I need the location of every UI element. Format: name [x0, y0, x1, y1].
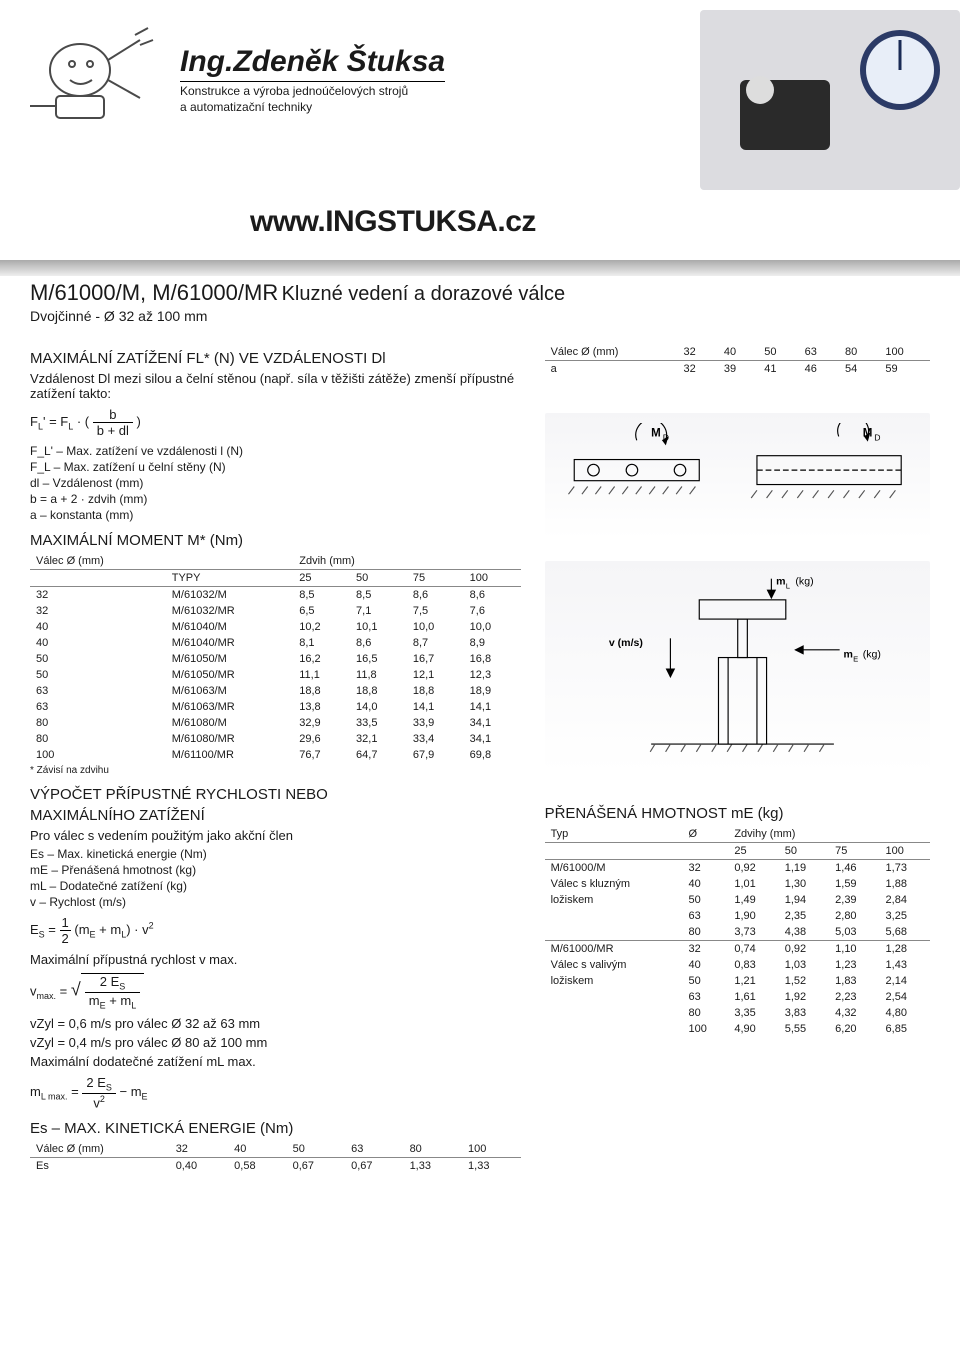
def-dl: dl – Vzdálenost (mm) [30, 476, 521, 490]
mlmax-label: Maximální dodatečné zatížení mL max. [30, 1054, 521, 1069]
table-row: 63M/61063/M18,818,818,818,9 [30, 683, 521, 699]
table-row: 803,353,834,324,80 [545, 1005, 930, 1021]
table-row: 40M/61040/MR8,18,68,78,9 [30, 635, 521, 651]
section-speed-heading-1: VÝPOČET PŘÍPUSTNÉ RYCHLOSTI NEBO [30, 786, 521, 803]
table-row: M/61000/M320,921,191,461,73 [545, 860, 930, 877]
moment-diagram: MD MD [545, 413, 930, 539]
brand-subtitle-2: a automatizační techniky [180, 100, 445, 114]
table-row: 631,902,352,803,25 [545, 908, 930, 924]
def-fl-prime: F_L' – Max. zatížení ve vzdálenosti l (N… [30, 444, 521, 458]
table-row: 80M/61080/M32,933,533,934,1 [30, 715, 521, 731]
section-max-load-heading: MAXIMÁLNÍ ZATÍŽENÍ FL* (N) VE VZDÁLENOST… [30, 350, 521, 367]
col-stroke: Zdvih (mm) [293, 553, 520, 570]
label-v: v (m/s) [608, 637, 642, 649]
table-row: 50M/61050/M16,216,516,716,8 [30, 651, 521, 667]
intro-paragraph: Vzdálenost Dl mezi silou a čelní stěnou … [30, 371, 521, 401]
brand-name: Ing.Zdeněk Štuksa [180, 45, 445, 79]
product-sub: Dvojčinné - Ø 32 až 100 mm [30, 308, 930, 324]
table-row: Válec s valivým400,831,031,231,43 [545, 957, 930, 973]
table-row: Válec s kluzným401,011,301,591,88 [545, 876, 930, 892]
def-b: b = a + 2 · zdvih (mm) [30, 492, 521, 506]
table-row: 803,734,385,035,68 [545, 924, 930, 941]
moment-table: Válec Ø (mm) Zdvih (mm) TYPY 25 50 75 10… [30, 553, 521, 763]
formula-es: ES = 12 (mE + mL) · v2 [30, 915, 521, 946]
table-row: 63M/61063/MR13,814,014,114,1 [30, 699, 521, 715]
section-speed-heading-2: MAXIMÁLNÍHO ZATÍŽENÍ [30, 807, 521, 824]
label-md-1: M [651, 427, 661, 439]
speed-paragraph: Pro válec s vedením použitým jako akční … [30, 828, 521, 843]
table-row: ložiskem501,211,521,832,14 [545, 973, 930, 989]
table-row: 40M/61040/M10,210,110,010,0 [30, 619, 521, 635]
header-stripe [0, 260, 960, 276]
label-me: m [843, 648, 852, 660]
product-desc: Kluzné vedení a dorazové válce [282, 283, 566, 305]
svg-text:D: D [874, 432, 880, 442]
es-table: Válec Ø (mm) 32 40 50 63 80 100 Es 0,40 … [30, 1141, 521, 1174]
product-codes: M/61000/M, M/61000/MR [30, 280, 278, 305]
label-ml: m [776, 575, 785, 587]
section-es-heading: Es – MAX. KINETICKÁ ENERGIE (Nm) [30, 1120, 521, 1137]
speed-diagram: mL (kg) v (m/s) mE (kg) [545, 561, 930, 773]
table-row: 100M/61100/MR76,764,767,969,8 [30, 747, 521, 763]
section-me-heading: PŘENÁŠENÁ HMOTNOST mE (kg) [545, 805, 930, 822]
page-header: Ing.Zdeněk Štuksa Konstrukce a výroba je… [0, 0, 960, 260]
table-row: 1004,905,556,206,85 [545, 1021, 930, 1037]
table-row: 631,611,922,232,54 [545, 989, 930, 1005]
constant-a-table: Válec Ø (mm) 32 40 50 63 80 100 a 32 39 [545, 344, 930, 377]
formula-fl: FL' = FL · ( bb + dl ) [30, 407, 521, 438]
mascot-illustration [20, 20, 160, 140]
me-table: Typ Ø Zdvihy (mm) 25 50 75 100 M/61000/M… [545, 826, 930, 1037]
table-row: 50M/61050/MR11,111,812,112,3 [30, 667, 521, 683]
table-row: ložiskem501,491,942,392,84 [545, 892, 930, 908]
table-row: M/61000/MR320,740,921,101,28 [545, 941, 930, 958]
svg-text:(kg): (kg) [795, 575, 813, 587]
brand-block: Ing.Zdeněk Štuksa Konstrukce a výroba je… [180, 45, 445, 114]
formula-vmax: vmax. = √ 2 ESmE + mL [30, 973, 521, 1010]
brand-subtitle-1: Konstrukce a výroba jednoúčelových stroj… [180, 81, 445, 98]
col-type [166, 553, 293, 570]
definitions-block: F_L' – Max. zatížení ve vzdálenosti l (N… [30, 444, 521, 522]
section-moment-heading: MAXIMÁLNÍ MOMENT M* (Nm) [30, 532, 521, 549]
table-row: 80M/61080/MR29,632,133,434,1 [30, 731, 521, 747]
speed-defs: Es – Max. kinetická energie (Nm) mE – Př… [30, 847, 521, 909]
page-title-row: M/61000/M, M/61000/MR Kluzné vedení a do… [30, 280, 930, 306]
moment-note: * Závisí na zdvihu [30, 765, 521, 776]
def-a: a – konstanta (mm) [30, 508, 521, 522]
def-fl: F_L – Max. zatížení u čelní stěny (N) [30, 460, 521, 474]
col-diam: Válec Ø (mm) [30, 553, 166, 570]
vzyl-100: vZyl = 0,4 m/s pro válec Ø 80 až 100 mm [30, 1035, 521, 1050]
svg-text:L: L [785, 581, 790, 590]
svg-text:E: E [853, 654, 858, 663]
website-url: www.INGSTUKSA.cz [250, 205, 536, 239]
vmax-label: Maximální přípustná rychlost v max. [30, 952, 521, 967]
table-row: 32M/61032/M8,58,58,68,6 [30, 587, 521, 604]
svg-text:(kg): (kg) [862, 648, 880, 660]
table-row: 32M/61032/MR6,57,17,57,6 [30, 603, 521, 619]
vzyl-63: vZyl = 0,6 m/s pro válec Ø 32 až 63 mm [30, 1016, 521, 1031]
header-photo-placeholder [700, 10, 960, 190]
formula-mlmax: mL max. = 2 ESv2 − mE [30, 1075, 521, 1110]
